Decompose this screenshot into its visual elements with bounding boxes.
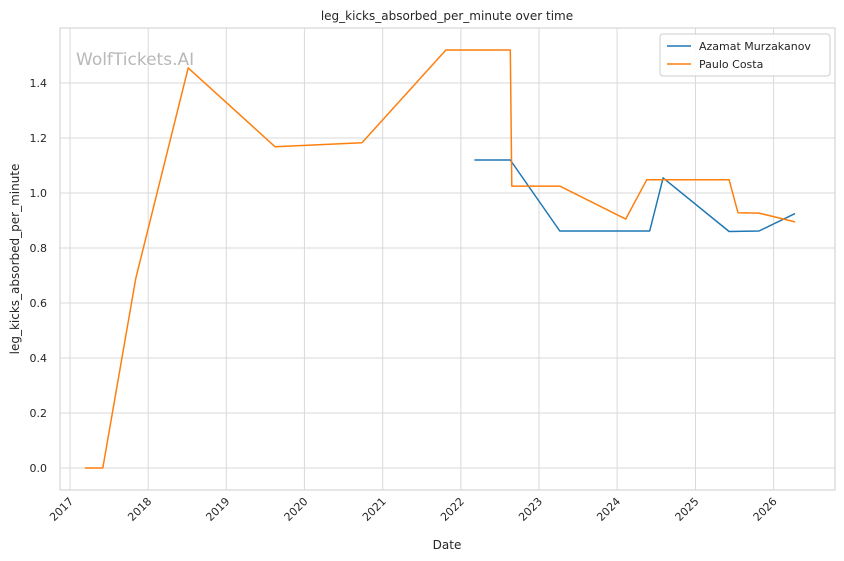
series-line-paulo-costa [84,49,796,469]
legend-label: Azamat Murzakanov [699,40,811,53]
x-tick-label: 2023 [516,495,545,524]
y-tick-label: 0.0 [30,462,48,475]
watermark-text: WolfTickets.AI [76,50,194,70]
x-tick-label: 2018 [125,495,154,524]
plot-area [59,27,836,491]
y-tick-label: 1.0 [30,187,48,200]
x-tick-label: 2019 [203,495,232,524]
x-tick-label: 2017 [47,495,76,524]
y-tick-label: 0.8 [30,242,48,255]
x-tick-label: 2021 [360,495,389,524]
series-line-azamat-murzakanov [474,159,796,233]
x-tick-label: 2025 [673,495,702,524]
grid-lines [60,28,835,490]
x-tick-label: 2024 [594,495,623,524]
chart-title: leg_kicks_absorbed_per_minute over time [321,9,573,23]
legend-box [659,33,831,77]
y-tick-label: 0.4 [30,352,48,365]
x-axis-title: Date [433,538,462,552]
y-axis-ticks: 0.0 0.2 0.4 0.6 0.8 1.0 1.2 1.4 [30,77,48,475]
y-axis-title: leg_kicks_absorbed_per_minute [8,164,22,355]
legend: Azamat Murzakanov Paulo Costa [659,33,831,77]
y-tick-label: 1.4 [30,77,48,90]
y-tick-label: 1.2 [30,132,48,145]
legend-label: Paulo Costa [699,58,763,71]
x-axis-ticks: 2017 2018 2019 2020 2021 2022 2023 2024 2025 2026 [47,495,780,524]
y-tick-label: 0.6 [30,297,48,310]
x-tick-label: 2022 [438,495,467,524]
x-tick-label: 2020 [282,495,311,524]
x-tick-label: 2026 [751,495,780,524]
series-lines [84,49,796,469]
y-tick-label: 0.2 [30,407,48,420]
